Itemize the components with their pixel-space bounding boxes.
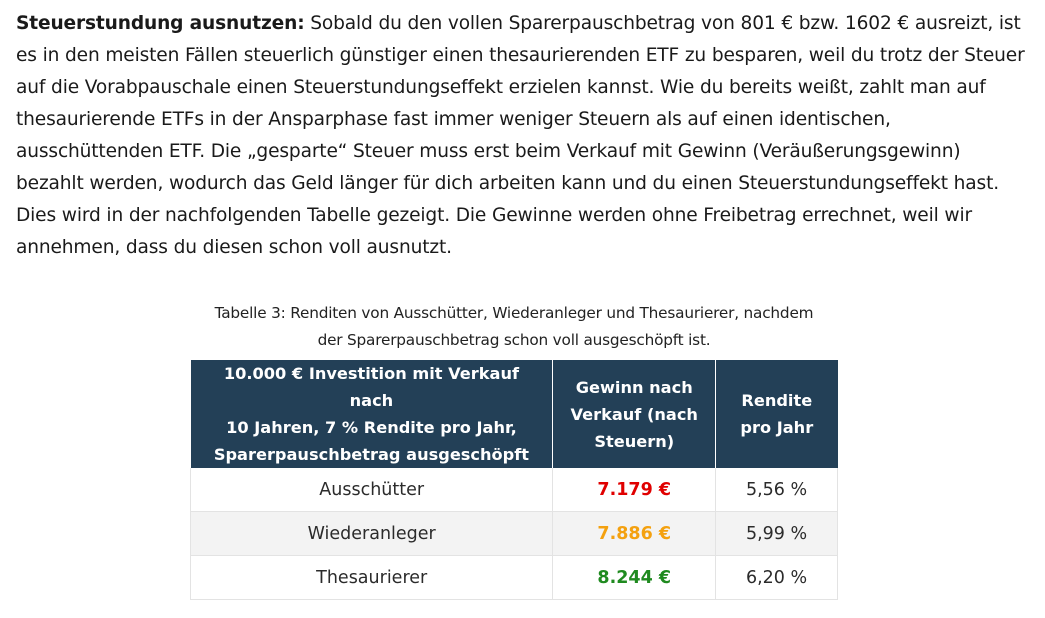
header-investment-line-2: 10 Jahren, 7 % Rendite pro Jahr, — [226, 418, 517, 437]
header-investment: 10.000 € Investition mit Verkauf nach 10… — [190, 360, 554, 468]
row-label: Wiederanleger — [189, 511, 554, 556]
header-gain-line-1: Gewinn nach — [575, 377, 693, 397]
table-header-row: 10.000 € Investition mit Verkauf nach 10… — [190, 360, 838, 468]
header-gain-line-3: Steuern) — [594, 431, 675, 451]
row-label: Ausschütter — [189, 468, 554, 512]
row-rendite: 6,20 % — [715, 555, 838, 600]
row-gain: 8.244 € — [552, 555, 717, 600]
caption-line-1: Tabelle 3: Renditen von Ausschütter, Wie… — [214, 304, 814, 322]
header-rendite-line-1: Rendite — [741, 391, 813, 410]
paragraph-body: Sobald du den vollen Sparerpauschbetrag … — [16, 13, 1025, 258]
table-row: Wiederanleger 7.886 € 5,99 % — [189, 511, 838, 556]
caption-line-2: der Sparerpauschbetrag schon voll ausges… — [317, 331, 711, 349]
table-row: Thesaurierer 8.244 € 6,20 % — [189, 555, 838, 600]
header-investment-line-1: 10.000 € Investition mit Verkauf nach — [223, 364, 520, 410]
row-gain: 7.886 € — [552, 511, 717, 556]
row-rendite: 5,99 % — [715, 511, 838, 556]
returns-table: 10.000 € Investition mit Verkauf nach 10… — [189, 360, 838, 600]
row-rendite: 5,56 % — [715, 468, 838, 512]
paragraph-bold-lead: Steuerstundung ausnutzen: — [16, 13, 305, 34]
header-gain-line-2: Verkauf (nach — [570, 404, 698, 424]
header-investment-line-3: Sparerpauschbetrag ausgeschöpft — [213, 445, 530, 464]
table-caption: Tabelle 3: Renditen von Ausschütter, Wie… — [190, 300, 838, 354]
header-rendite-line-2: pro Jahr — [740, 418, 814, 437]
header-gain: Gewinn nach Verkauf (nach Steuern) — [552, 360, 717, 468]
intro-paragraph: Steuerstundung ausnutzen: Sobald du den … — [16, 8, 1031, 264]
header-rendite: Rendite pro Jahr — [715, 360, 838, 468]
table-row: Ausschütter 7.179 € 5,56 % — [189, 468, 838, 512]
row-label: Thesaurierer — [189, 555, 554, 600]
row-gain: 7.179 € — [552, 468, 717, 512]
